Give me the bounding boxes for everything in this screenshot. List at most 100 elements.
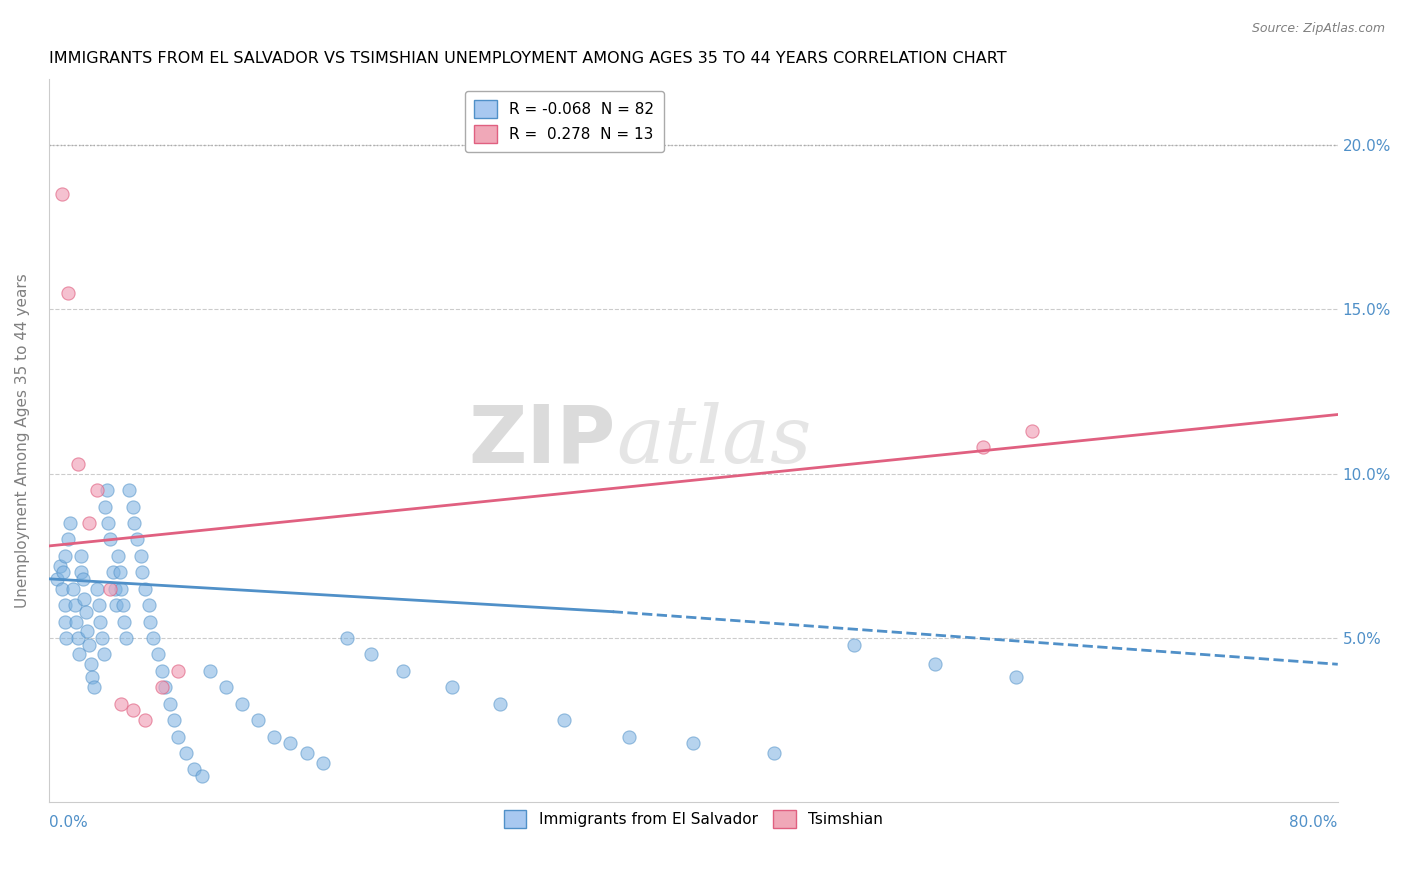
Point [56, 533, 79, 547]
Point [77, 516, 100, 530]
Text: 80.0%: 80.0% [1289, 815, 1337, 830]
Point [150, 664, 173, 678]
Point [118, 483, 141, 497]
Point [53, 549, 76, 563]
Point [70, 549, 93, 563]
Point [45, 572, 67, 586]
Text: atlas: atlas [616, 402, 811, 480]
Point [134, 582, 156, 596]
Point [110, 697, 132, 711]
Point [93, 648, 115, 662]
Point [110, 582, 132, 596]
Point [94, 500, 117, 514]
Point [489, 697, 512, 711]
Point [51, 187, 73, 202]
Point [98, 533, 121, 547]
Point [153, 680, 176, 694]
Point [62, 582, 84, 596]
Point [82, 670, 104, 684]
Y-axis label: Unemployment Among Ages 35 to 44 years: Unemployment Among Ages 35 to 44 years [15, 274, 30, 608]
Point [174, 746, 197, 760]
Point [134, 713, 156, 727]
Point [972, 441, 994, 455]
Point [104, 582, 127, 596]
Point [1004, 670, 1026, 684]
Point [77, 638, 100, 652]
Point [96, 483, 118, 497]
Point [138, 598, 160, 612]
Point [127, 533, 149, 547]
Point [76, 624, 98, 639]
Point [166, 664, 188, 678]
Point [66, 457, 89, 471]
Point [79, 657, 101, 672]
Point [762, 746, 785, 760]
Point [247, 713, 270, 727]
Text: Source: ZipAtlas.com: Source: ZipAtlas.com [1251, 22, 1385, 36]
Point [87, 598, 110, 612]
Point [682, 736, 704, 750]
Point [215, 680, 238, 694]
Point [139, 615, 162, 629]
Point [51, 582, 73, 596]
Point [72, 572, 94, 586]
Point [122, 516, 145, 530]
Point [295, 746, 318, 760]
Point [59, 516, 82, 530]
Text: ZIP: ZIP [468, 401, 616, 480]
Point [163, 713, 186, 727]
Point [617, 730, 640, 744]
Point [52, 566, 75, 580]
Point [114, 615, 136, 629]
Point [65, 615, 87, 629]
Text: IMMIGRANTS FROM EL SALVADOR VS TSIMSHIAN UNEMPLOYMENT AMONG AGES 35 TO 44 YEARS : IMMIGRANTS FROM EL SALVADOR VS TSIMSHIAN… [49, 51, 1007, 66]
Point [55, 631, 77, 645]
Point [191, 769, 214, 783]
Point [183, 763, 205, 777]
Point [440, 680, 463, 694]
Point [107, 549, 129, 563]
Point [97, 516, 120, 530]
Point [90, 631, 112, 645]
Point [53, 598, 76, 612]
Point [66, 631, 89, 645]
Point [53, 615, 76, 629]
Point [150, 680, 173, 694]
Point [142, 631, 165, 645]
Point [121, 500, 143, 514]
Point [105, 598, 128, 612]
Point [280, 736, 302, 750]
Point [263, 730, 285, 744]
Legend: Immigrants from El Salvador, Tsimshian: Immigrants from El Salvador, Tsimshian [498, 804, 889, 834]
Point [111, 598, 134, 612]
Point [924, 657, 946, 672]
Point [86, 483, 108, 497]
Point [360, 648, 382, 662]
Point [159, 697, 181, 711]
Point [49, 558, 72, 573]
Point [83, 680, 105, 694]
Point [131, 566, 153, 580]
Point [844, 638, 866, 652]
Point [121, 703, 143, 717]
Point [98, 582, 121, 596]
Point [198, 664, 221, 678]
Point [63, 598, 86, 612]
Point [392, 664, 415, 678]
Text: 0.0%: 0.0% [49, 815, 87, 830]
Point [67, 648, 90, 662]
Point [73, 591, 96, 606]
Point [70, 566, 93, 580]
Point [166, 730, 188, 744]
Point [89, 615, 111, 629]
Point [231, 697, 253, 711]
Point [56, 285, 79, 300]
Point [1021, 424, 1043, 438]
Point [553, 713, 575, 727]
Point [336, 631, 359, 645]
Point [86, 582, 108, 596]
Point [103, 566, 125, 580]
Point [311, 756, 333, 770]
Point [108, 566, 131, 580]
Point [75, 605, 97, 619]
